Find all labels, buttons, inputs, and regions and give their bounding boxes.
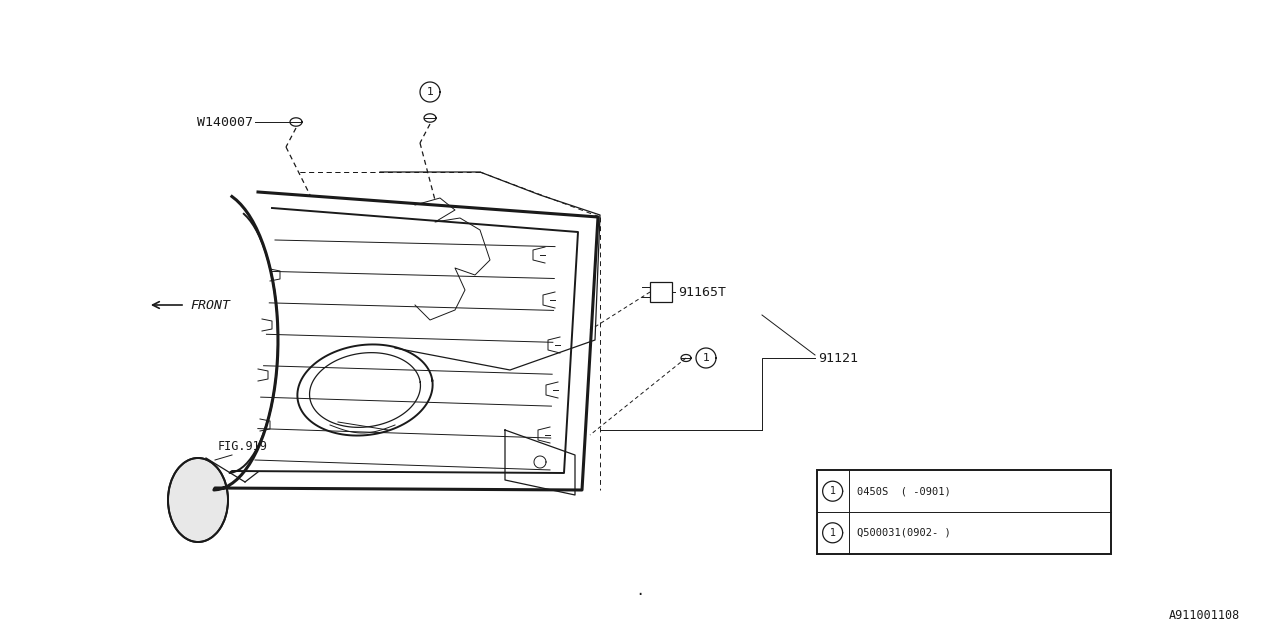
Text: .: . xyxy=(637,581,643,599)
Text: 91121: 91121 xyxy=(818,351,858,365)
Bar xyxy=(817,470,1111,554)
Text: 0450S  ( -0901): 0450S ( -0901) xyxy=(856,486,950,496)
Text: 1: 1 xyxy=(426,87,434,97)
Text: FRONT: FRONT xyxy=(189,298,230,312)
Text: 1: 1 xyxy=(829,528,836,538)
Text: Q500031(0902- ): Q500031(0902- ) xyxy=(856,528,950,538)
Text: 91165T: 91165T xyxy=(678,285,726,298)
Bar xyxy=(650,282,672,302)
Text: A911001108: A911001108 xyxy=(1169,609,1240,622)
Text: W140007: W140007 xyxy=(197,115,253,129)
Ellipse shape xyxy=(168,458,228,542)
Text: 1: 1 xyxy=(829,486,836,496)
Text: FIG.919: FIG.919 xyxy=(218,440,268,453)
Text: 1: 1 xyxy=(703,353,709,363)
